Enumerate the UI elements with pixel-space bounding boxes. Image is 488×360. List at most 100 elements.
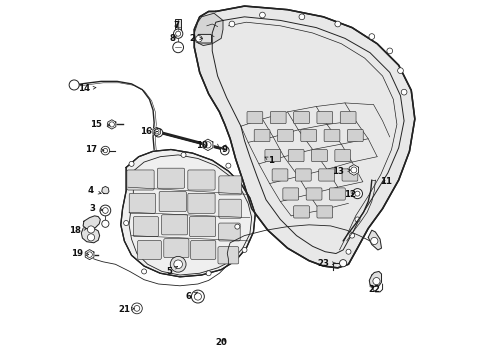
Polygon shape — [83, 216, 100, 229]
Text: 11: 11 — [379, 177, 391, 186]
Circle shape — [372, 278, 379, 285]
FancyBboxPatch shape — [293, 206, 309, 218]
Circle shape — [204, 142, 211, 148]
Polygon shape — [107, 120, 116, 129]
Circle shape — [154, 129, 159, 134]
FancyBboxPatch shape — [316, 206, 332, 218]
FancyBboxPatch shape — [311, 149, 326, 162]
FancyBboxPatch shape — [187, 170, 215, 190]
Text: 5: 5 — [166, 266, 177, 276]
FancyBboxPatch shape — [126, 170, 154, 190]
Polygon shape — [194, 13, 223, 45]
Circle shape — [228, 21, 234, 27]
Polygon shape — [85, 249, 94, 260]
FancyBboxPatch shape — [246, 112, 262, 124]
Circle shape — [87, 252, 92, 257]
FancyBboxPatch shape — [137, 240, 161, 260]
Text: 15: 15 — [90, 120, 110, 129]
FancyBboxPatch shape — [329, 188, 345, 200]
Circle shape — [349, 233, 354, 238]
Circle shape — [174, 260, 182, 269]
Circle shape — [129, 161, 134, 166]
Text: 4: 4 — [88, 186, 101, 195]
Circle shape — [102, 220, 109, 227]
Polygon shape — [102, 186, 109, 194]
Circle shape — [234, 224, 239, 229]
Circle shape — [101, 146, 109, 155]
Circle shape — [173, 29, 183, 39]
Text: 7: 7 — [173, 21, 179, 30]
Circle shape — [259, 12, 265, 18]
Polygon shape — [367, 230, 381, 250]
Circle shape — [175, 31, 180, 36]
FancyBboxPatch shape — [282, 188, 298, 200]
Polygon shape — [368, 271, 381, 287]
FancyBboxPatch shape — [157, 168, 184, 188]
FancyBboxPatch shape — [277, 130, 293, 141]
Circle shape — [242, 247, 246, 252]
Circle shape — [100, 205, 110, 216]
FancyBboxPatch shape — [219, 199, 241, 218]
Circle shape — [103, 148, 107, 153]
Text: 16: 16 — [140, 127, 157, 136]
Circle shape — [354, 217, 359, 222]
Text: 22: 22 — [367, 285, 380, 294]
Text: 20: 20 — [215, 338, 226, 347]
FancyBboxPatch shape — [293, 112, 309, 124]
FancyBboxPatch shape — [218, 247, 238, 264]
FancyBboxPatch shape — [341, 169, 357, 181]
FancyBboxPatch shape — [129, 193, 155, 213]
Circle shape — [339, 260, 346, 267]
Circle shape — [131, 303, 142, 314]
Circle shape — [134, 306, 140, 311]
FancyBboxPatch shape — [346, 130, 363, 141]
Circle shape — [172, 42, 183, 53]
Polygon shape — [153, 127, 160, 136]
Text: 23: 23 — [317, 259, 335, 268]
Text: 18: 18 — [69, 226, 87, 235]
FancyBboxPatch shape — [133, 217, 158, 237]
Circle shape — [206, 271, 211, 276]
Text: 14: 14 — [78, 84, 96, 93]
FancyBboxPatch shape — [334, 149, 350, 162]
FancyBboxPatch shape — [175, 19, 181, 30]
FancyBboxPatch shape — [316, 112, 332, 124]
FancyBboxPatch shape — [264, 149, 280, 162]
Polygon shape — [203, 139, 212, 150]
FancyBboxPatch shape — [159, 192, 186, 212]
FancyBboxPatch shape — [305, 188, 321, 200]
Text: 19: 19 — [71, 249, 89, 258]
FancyBboxPatch shape — [270, 112, 285, 124]
Circle shape — [142, 269, 146, 274]
Circle shape — [87, 234, 94, 241]
Text: 1: 1 — [264, 156, 274, 165]
Circle shape — [154, 129, 163, 137]
FancyBboxPatch shape — [254, 130, 269, 141]
Text: 21: 21 — [118, 305, 134, 314]
Polygon shape — [81, 228, 100, 243]
Circle shape — [370, 237, 377, 244]
Polygon shape — [121, 149, 255, 277]
Circle shape — [397, 68, 403, 73]
Circle shape — [109, 122, 114, 127]
Text: 3: 3 — [89, 204, 102, 213]
Text: 6: 6 — [185, 292, 197, 301]
FancyBboxPatch shape — [190, 240, 215, 260]
Circle shape — [220, 146, 228, 155]
Circle shape — [69, 80, 79, 90]
Circle shape — [334, 21, 340, 27]
Polygon shape — [194, 6, 414, 268]
Circle shape — [352, 189, 362, 199]
FancyBboxPatch shape — [219, 176, 241, 195]
Circle shape — [87, 226, 94, 233]
Text: 17: 17 — [85, 145, 103, 154]
Circle shape — [225, 163, 230, 168]
Circle shape — [191, 290, 204, 303]
Text: 2: 2 — [189, 34, 202, 43]
FancyBboxPatch shape — [271, 169, 287, 181]
FancyBboxPatch shape — [340, 112, 355, 124]
Circle shape — [350, 167, 356, 173]
Circle shape — [346, 249, 350, 254]
Circle shape — [194, 293, 201, 300]
Circle shape — [170, 256, 185, 272]
